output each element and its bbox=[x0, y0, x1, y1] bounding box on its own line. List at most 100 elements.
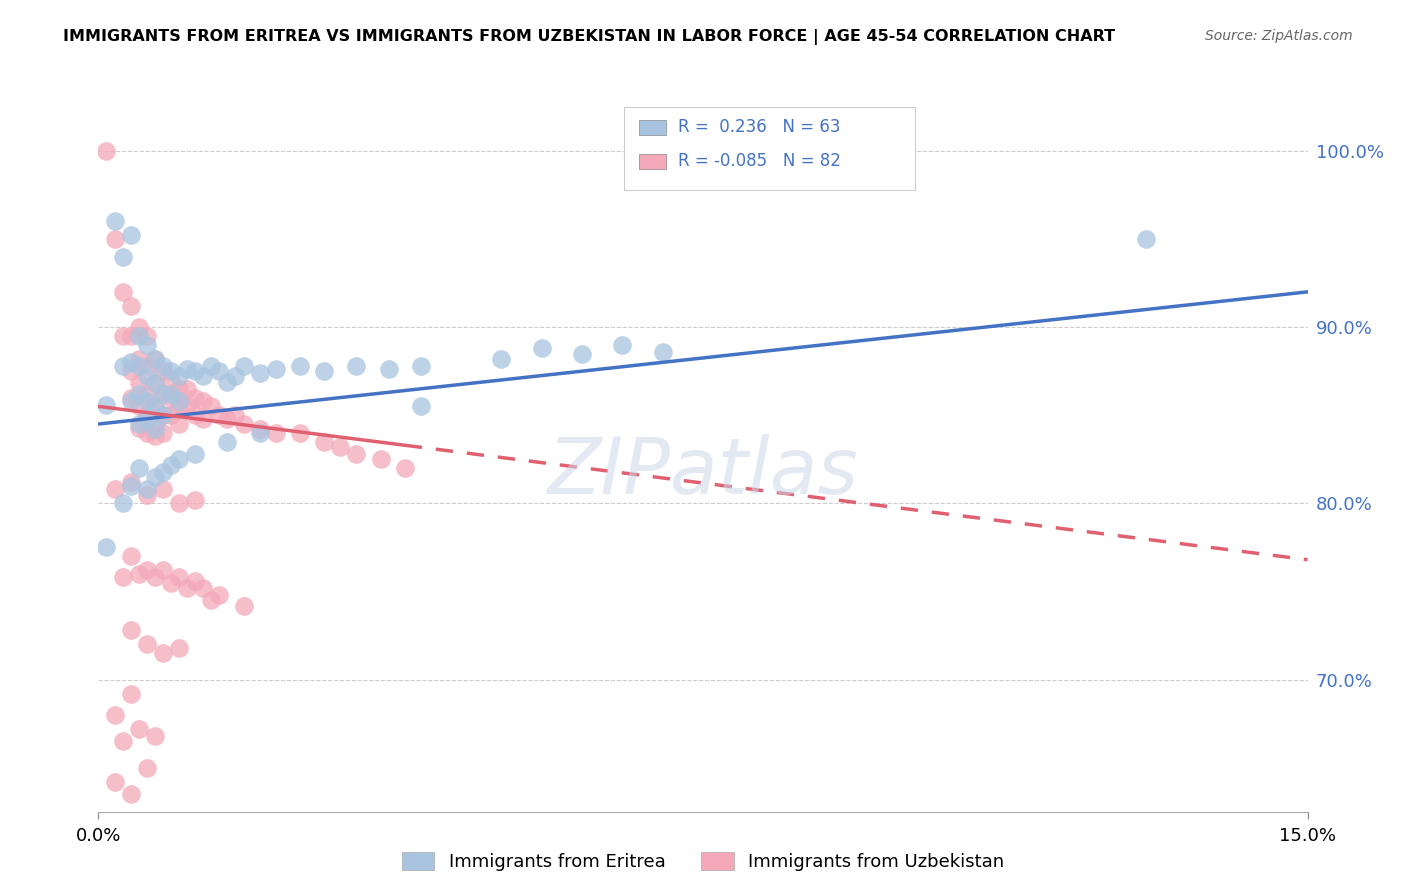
Point bbox=[103, 482, 125, 496]
Point bbox=[128, 461, 150, 475]
Point bbox=[120, 391, 142, 405]
Point bbox=[167, 452, 190, 467]
Point bbox=[143, 417, 166, 431]
Point bbox=[167, 369, 190, 384]
Point bbox=[167, 394, 190, 409]
Point bbox=[128, 566, 150, 581]
Point bbox=[184, 391, 207, 405]
Point bbox=[200, 359, 222, 373]
Point bbox=[208, 588, 231, 602]
Point bbox=[232, 359, 254, 373]
Point bbox=[530, 341, 553, 355]
Point bbox=[143, 570, 166, 584]
Point bbox=[128, 376, 150, 391]
Point bbox=[152, 364, 174, 378]
Point bbox=[135, 329, 157, 343]
Point bbox=[193, 369, 215, 384]
Point bbox=[208, 408, 231, 422]
Point bbox=[217, 375, 239, 389]
Point bbox=[143, 422, 166, 436]
Point bbox=[96, 398, 118, 412]
Point bbox=[143, 376, 166, 391]
Point bbox=[651, 344, 673, 359]
Point bbox=[143, 429, 166, 443]
Point bbox=[135, 563, 157, 577]
Point bbox=[103, 214, 125, 228]
Point bbox=[120, 787, 142, 801]
Point bbox=[135, 369, 157, 384]
Point bbox=[377, 362, 399, 376]
Point bbox=[111, 734, 134, 748]
Point bbox=[111, 359, 134, 373]
Point bbox=[200, 593, 222, 607]
Point bbox=[193, 411, 215, 425]
Point bbox=[128, 722, 150, 736]
Point bbox=[184, 364, 207, 378]
Point bbox=[135, 761, 157, 775]
Point bbox=[128, 359, 150, 373]
Point bbox=[152, 387, 174, 401]
Point bbox=[143, 351, 166, 366]
Point bbox=[152, 646, 174, 660]
Point bbox=[152, 408, 174, 422]
Point bbox=[288, 359, 311, 373]
Point bbox=[120, 394, 142, 409]
Point bbox=[143, 400, 166, 414]
Text: IMMIGRANTS FROM ERITREA VS IMMIGRANTS FROM UZBEKISTAN IN LABOR FORCE | AGE 45-54: IMMIGRANTS FROM ERITREA VS IMMIGRANTS FR… bbox=[63, 29, 1115, 45]
Point bbox=[176, 362, 198, 376]
Point bbox=[160, 575, 183, 590]
Point bbox=[1135, 232, 1157, 246]
Point bbox=[111, 496, 134, 510]
Point bbox=[184, 447, 207, 461]
Point bbox=[135, 387, 157, 401]
Point bbox=[160, 458, 183, 472]
Point bbox=[176, 382, 198, 396]
Point bbox=[120, 549, 142, 564]
Point bbox=[128, 351, 150, 366]
Point bbox=[160, 364, 183, 378]
Point bbox=[143, 729, 166, 743]
Point bbox=[128, 420, 150, 434]
Point bbox=[135, 359, 157, 373]
Point bbox=[111, 329, 134, 343]
Point bbox=[120, 364, 142, 378]
Point bbox=[314, 434, 336, 449]
Point bbox=[329, 440, 352, 454]
Point bbox=[612, 337, 634, 351]
Point bbox=[128, 387, 150, 401]
Point bbox=[167, 496, 190, 510]
Point bbox=[103, 232, 125, 246]
Point bbox=[120, 475, 142, 490]
Point bbox=[344, 359, 367, 373]
Point bbox=[208, 364, 231, 378]
Point bbox=[135, 487, 157, 501]
Point bbox=[249, 422, 271, 436]
Point bbox=[217, 434, 239, 449]
Point bbox=[264, 362, 287, 376]
Point bbox=[135, 337, 157, 351]
Point bbox=[160, 373, 183, 387]
Point bbox=[288, 425, 311, 440]
Point bbox=[160, 387, 183, 401]
Point bbox=[184, 408, 207, 422]
Point bbox=[143, 400, 166, 414]
Point bbox=[224, 408, 246, 422]
Point bbox=[491, 351, 513, 366]
Point bbox=[314, 364, 336, 378]
Point bbox=[167, 640, 190, 655]
Point bbox=[135, 408, 157, 422]
Point bbox=[232, 417, 254, 431]
Point bbox=[135, 482, 157, 496]
FancyBboxPatch shape bbox=[638, 153, 665, 169]
Point bbox=[143, 470, 166, 484]
Point bbox=[152, 408, 174, 422]
Point bbox=[96, 144, 118, 158]
Text: Source: ZipAtlas.com: Source: ZipAtlas.com bbox=[1205, 29, 1353, 43]
Point bbox=[167, 417, 190, 431]
Point bbox=[152, 359, 174, 373]
Text: R =  0.236   N = 63: R = 0.236 N = 63 bbox=[678, 119, 841, 136]
Point bbox=[152, 465, 174, 479]
Point bbox=[111, 570, 134, 584]
Point bbox=[193, 394, 215, 409]
Point bbox=[128, 400, 150, 414]
